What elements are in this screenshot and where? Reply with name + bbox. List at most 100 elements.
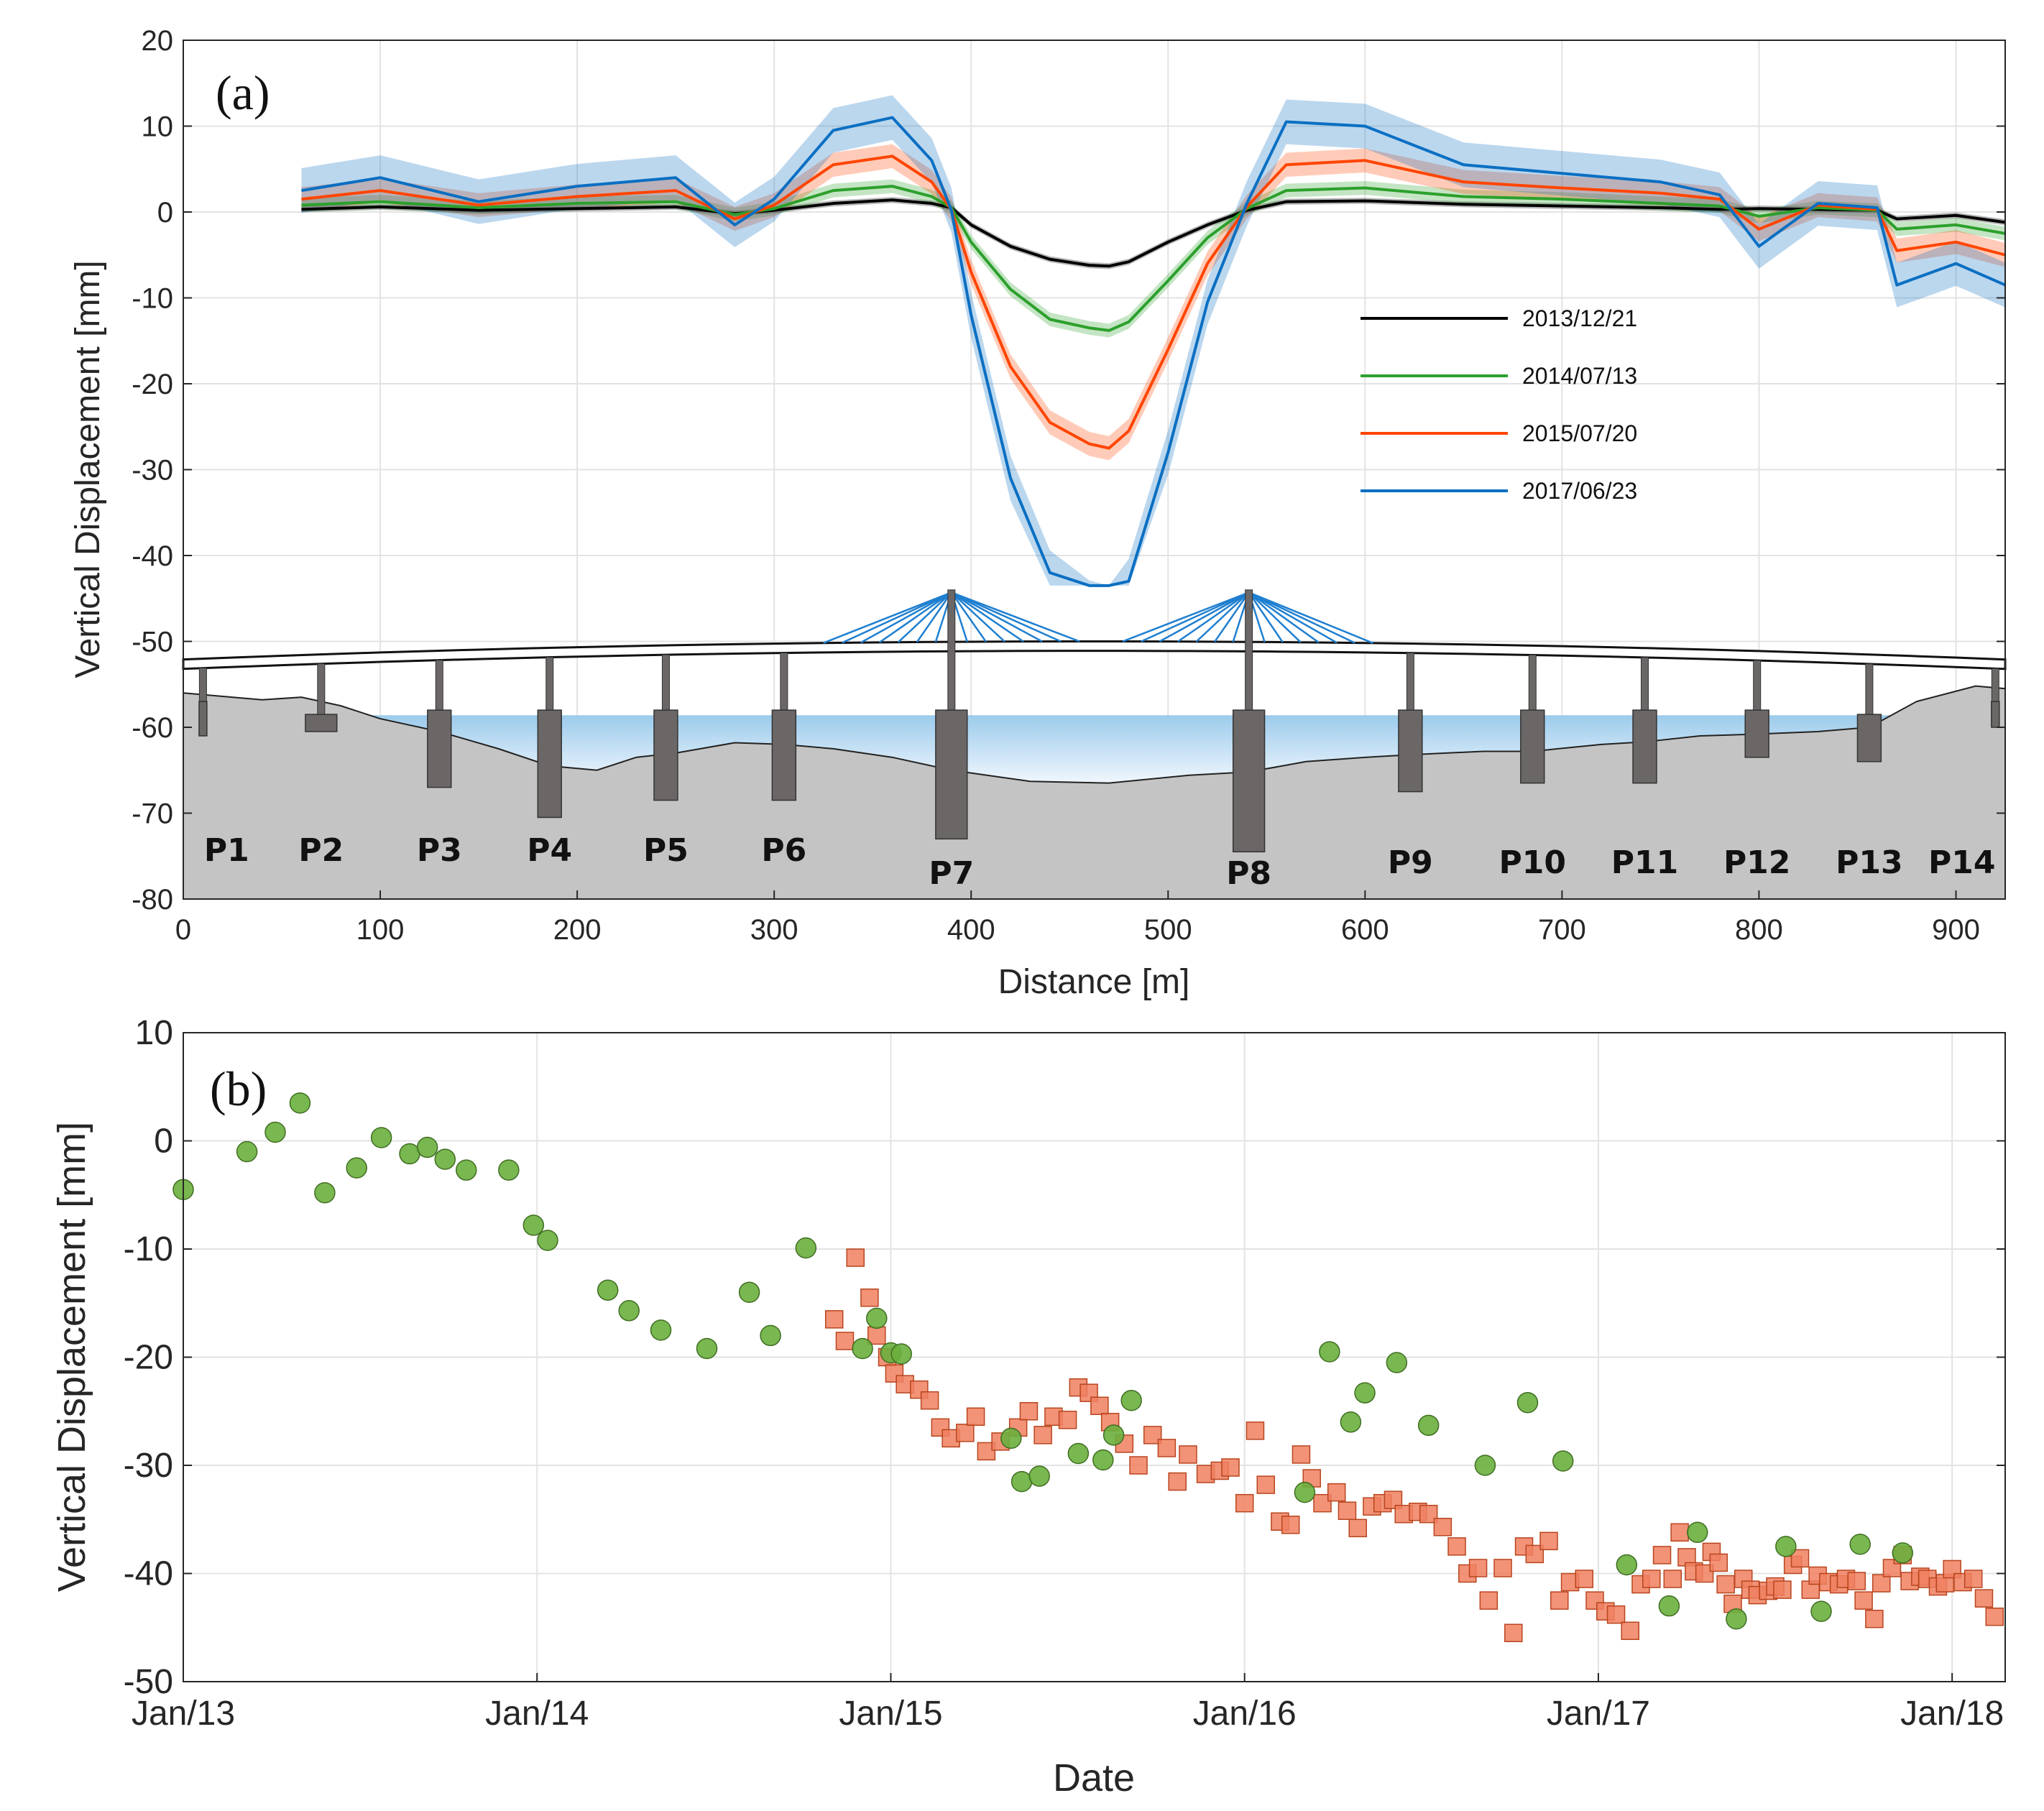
- square-marker: [1179, 1445, 1197, 1464]
- pier-label-p11: P11: [1611, 844, 1678, 881]
- pier-foundation: [1232, 709, 1266, 853]
- band-2015/07/20: [301, 144, 2006, 461]
- circle-marker: [456, 1159, 477, 1181]
- panel-b-ylabel: Vertical Displacement [mm]: [50, 1122, 93, 1592]
- stay-cable: [951, 591, 1024, 642]
- circle-marker: [1102, 1424, 1125, 1446]
- pier-foundation: [935, 709, 968, 840]
- panel-a-ylabel: Vertical Displacement [mm]: [69, 260, 107, 678]
- y-tick-label: -10: [124, 1230, 173, 1268]
- panel-a-xlabel: Distance [m]: [998, 963, 1190, 1001]
- stay-cable: [1248, 591, 1338, 644]
- square-marker: [1716, 1575, 1735, 1594]
- y-tick-label: 0: [154, 1123, 173, 1161]
- square-marker: [1433, 1518, 1453, 1536]
- pier-foundation: [427, 709, 452, 788]
- circle-marker: [738, 1281, 760, 1303]
- square-marker: [1504, 1623, 1523, 1643]
- circle-marker: [1120, 1389, 1142, 1411]
- x-tick-label: 300: [750, 914, 798, 946]
- square-marker: [867, 1326, 886, 1345]
- stay-cable: [823, 591, 952, 644]
- square-marker: [1974, 1589, 1994, 1608]
- circle-marker: [1340, 1411, 1362, 1433]
- circle-marker: [1474, 1455, 1496, 1476]
- stay-cable: [860, 591, 952, 644]
- pier-column: [435, 660, 443, 711]
- stay-cable: [951, 591, 1043, 642]
- square-marker: [1882, 1559, 1902, 1577]
- series-line-2015/07/20: [301, 155, 2006, 450]
- y-tick-label: -40: [132, 540, 173, 572]
- square-marker: [824, 1310, 844, 1329]
- panel-a-series-lines: [301, 116, 2006, 587]
- circle-marker: [1552, 1450, 1574, 1472]
- pier-foundation: [653, 709, 678, 801]
- square-marker: [1642, 1570, 1661, 1588]
- pier-label-p4: P4: [527, 832, 572, 869]
- pier-foundation: [305, 714, 338, 732]
- circle-marker: [852, 1337, 873, 1360]
- pier-foundation: [1744, 709, 1769, 758]
- square-marker: [1773, 1580, 1792, 1599]
- y-tick-label: -20: [132, 369, 173, 400]
- stay-cable: [1141, 591, 1250, 642]
- pier-label-p6: P6: [761, 832, 806, 869]
- square-marker: [1695, 1564, 1714, 1583]
- circle-marker: [346, 1157, 367, 1179]
- pier-column: [1991, 668, 1999, 702]
- bridge-cross-section: [182, 589, 2007, 900]
- square-marker: [1246, 1421, 1265, 1440]
- x-tick-label: 900: [1932, 914, 1980, 946]
- square-marker: [1338, 1501, 1357, 1520]
- x-tick-label: 400: [947, 914, 995, 946]
- stay-cable: [950, 591, 987, 642]
- stay-cable: [916, 591, 952, 643]
- square-marker: [1709, 1553, 1728, 1572]
- square-marker: [1468, 1559, 1488, 1577]
- x-tick-label: 700: [1538, 914, 1586, 946]
- legend-label: 2014/07/13: [1522, 363, 1637, 389]
- square-marker: [835, 1332, 855, 1350]
- stay-cable: [842, 591, 952, 644]
- panel-b-xlabel: Date: [1053, 1756, 1135, 1800]
- square-marker: [1256, 1475, 1275, 1494]
- y-tick-label: -70: [132, 798, 173, 830]
- panel-b-chart: Jan/13 Jan/14 Jan/15 Jan/16 Jan/17 Jan/18 10 0 -…: [50, 1014, 2006, 1800]
- x-tick-label: Jan/15: [839, 1695, 942, 1733]
- pier-column: [545, 657, 554, 711]
- y-tick-label: -50: [132, 627, 173, 658]
- pier-column: [1528, 654, 1537, 711]
- circle-marker: [1092, 1449, 1114, 1471]
- circle-marker: [370, 1127, 392, 1148]
- square-marker: [1847, 1572, 1866, 1590]
- circle-marker: [618, 1300, 640, 1322]
- x-tick-label: 0: [175, 914, 191, 946]
- square-marker: [860, 1288, 879, 1307]
- square-marker: [1168, 1472, 1187, 1491]
- circle-marker: [264, 1121, 286, 1143]
- square-marker: [956, 1424, 975, 1442]
- y-tick-label: 10: [135, 1014, 173, 1052]
- pier-column: [1406, 653, 1414, 711]
- legend-label: 2013/12/21: [1522, 305, 1637, 331]
- pier-label-p7: P7: [929, 855, 974, 892]
- series-line-2017/06/23: [301, 116, 2006, 587]
- y-tick-label: 0: [157, 197, 173, 229]
- x-tick-label: 200: [553, 914, 602, 946]
- circle-marker: [597, 1279, 619, 1301]
- pier-label-p5: P5: [643, 832, 689, 869]
- circle-marker: [1011, 1470, 1033, 1493]
- stay-cable: [951, 591, 1080, 642]
- circle-marker: [1417, 1414, 1440, 1437]
- circle-marker: [1386, 1352, 1408, 1373]
- stay-cable: [879, 591, 952, 643]
- circle-marker: [1892, 1542, 1914, 1564]
- y-tick-label: -10: [132, 283, 173, 315]
- square-marker: [1033, 1426, 1052, 1444]
- square-marker: [846, 1248, 865, 1267]
- square-marker: [1985, 1607, 2004, 1626]
- circle-marker: [1516, 1391, 1539, 1414]
- circle-marker: [416, 1136, 438, 1158]
- stay-cable: [1122, 591, 1250, 642]
